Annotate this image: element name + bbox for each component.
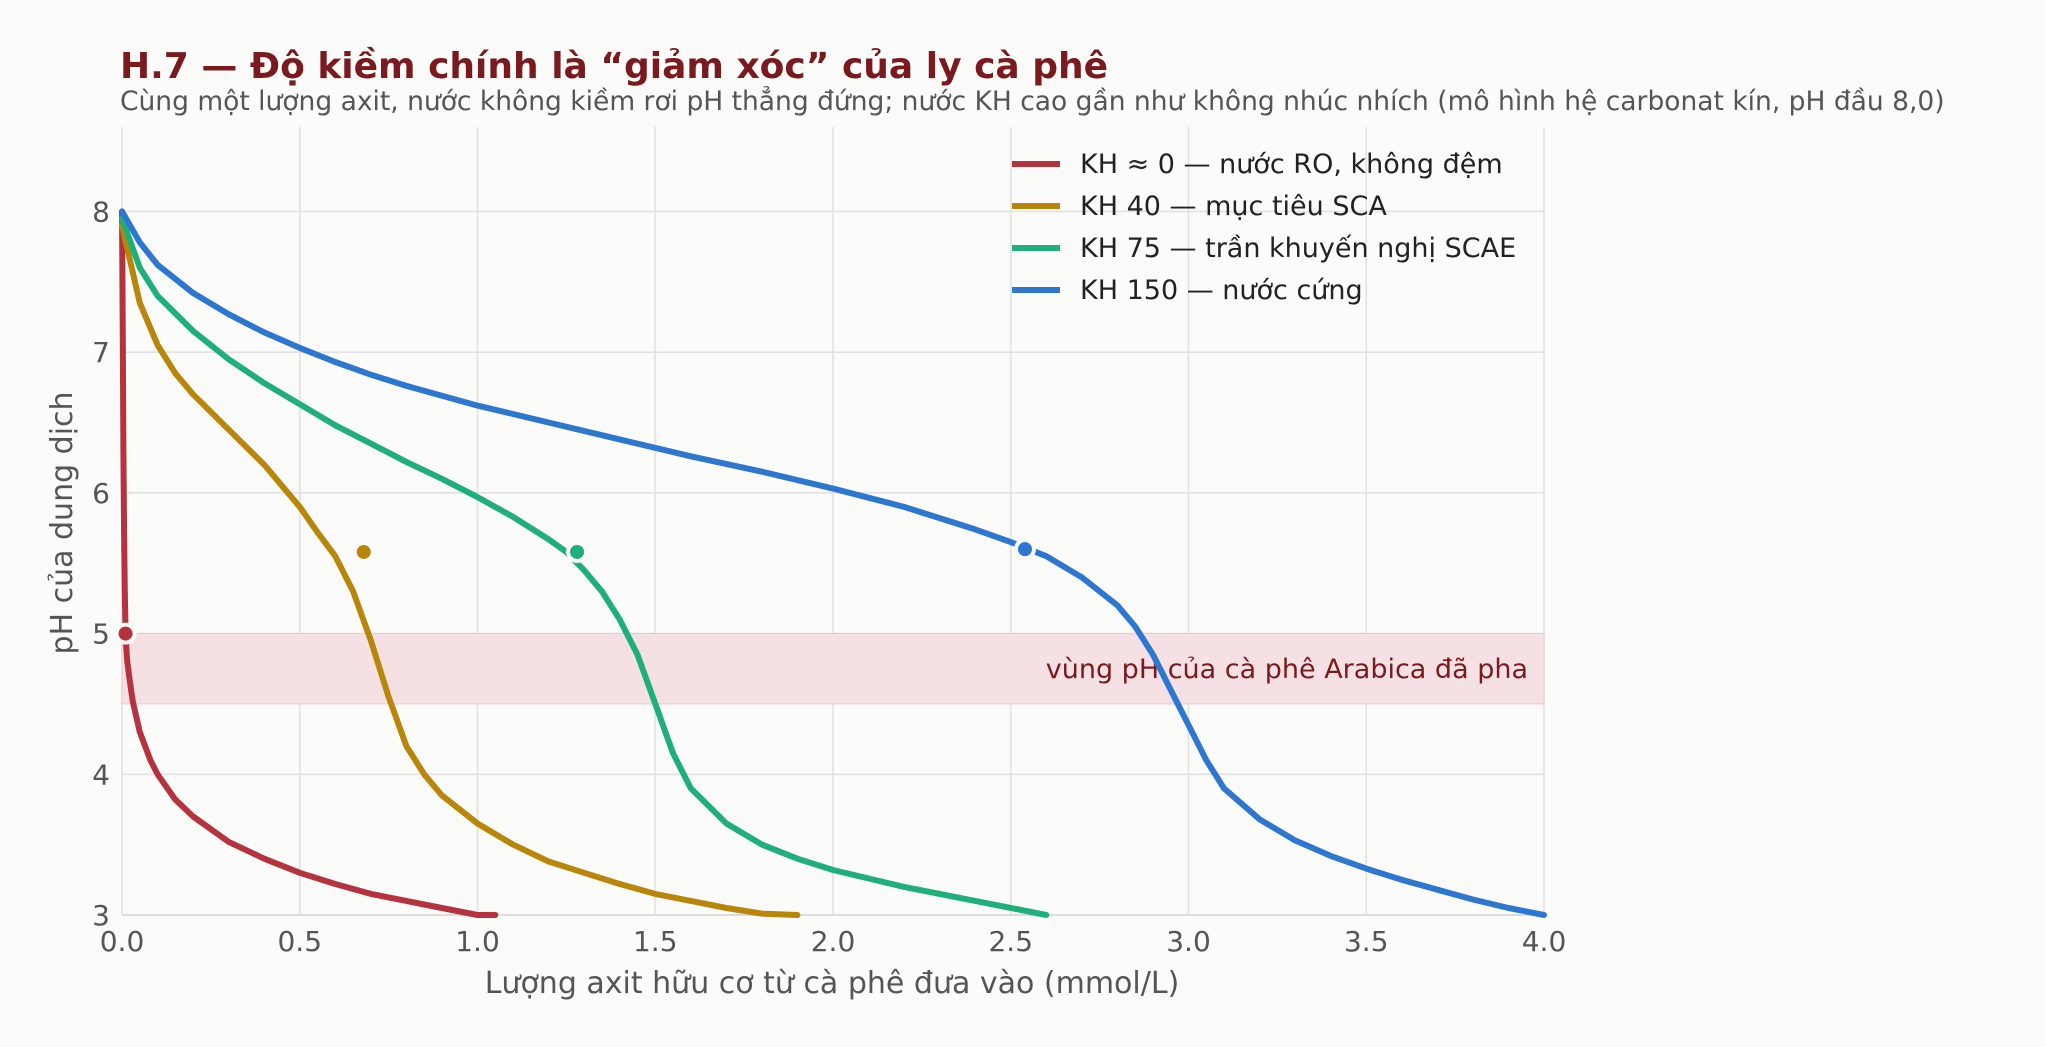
- y-tick-label: 3: [92, 899, 110, 932]
- legend-label-1: KH 40 — mục tiêu SCA: [1080, 191, 1387, 222]
- legend-label-0: KH ≈ 0 — nước RO, không đệm: [1080, 149, 1503, 180]
- x-tick-label: 3.5: [1344, 925, 1389, 958]
- x-tick-label: 0.0: [100, 925, 145, 958]
- series-marker-3: [1017, 542, 1032, 557]
- legend-label-2: KH 75 — trần khuyến nghị SCAE: [1080, 233, 1516, 264]
- x-axis-label: Lượng axit hữu cơ từ cà phê đưa vào (mmo…: [485, 966, 1180, 1001]
- x-tick-label: 0.5: [277, 925, 322, 958]
- series-line-0: [119, 208, 499, 918]
- ph-band-rect: [121, 633, 1545, 705]
- y-tick-label: 5: [92, 618, 110, 651]
- series-line-2: [119, 215, 1050, 918]
- x-tick-label: 1.5: [633, 925, 678, 958]
- series-line-1: [119, 222, 801, 918]
- series-group: [119, 208, 1547, 918]
- marker-group: [114, 538, 1036, 645]
- ph-band-label: vùng pH của cà phê Arabica đã pha: [1046, 654, 1528, 685]
- series-marker-2: [570, 544, 585, 559]
- y-tick-label: 8: [92, 195, 110, 228]
- chart-title: H.7 — Độ kiềm chính là “giảm xóc” của ly…: [120, 46, 1108, 87]
- x-tick-label: 2.0: [811, 925, 856, 958]
- x-tick-label: 2.5: [988, 925, 1033, 958]
- legend: KH ≈ 0 — nước RO, không đệm KH 40 — mục t…: [1012, 149, 1516, 306]
- series-marker-0: [118, 626, 133, 641]
- axes: 0.0 0.5 1.0 1.5 2.0 2.5 3.0 3.5 4.0 3 4 5 6 7 8: [92, 195, 1566, 958]
- y-tick-label: 7: [92, 336, 110, 369]
- series-marker-1: [356, 544, 371, 559]
- chart-subtitle: Cùng một lượng axit, nước không kiềm rơi…: [120, 85, 1945, 117]
- ph-band: vùng pH của cà phê Arabica đã pha: [121, 633, 1545, 705]
- series-line-3: [119, 208, 1547, 918]
- y-tick-label: 6: [92, 477, 110, 510]
- x-tick-label: 1.0: [455, 925, 500, 958]
- y-tick-label: 4: [92, 758, 110, 791]
- legend-label-3: KH 150 — nước cứng: [1080, 275, 1363, 306]
- x-tick-label: 4.0: [1522, 925, 1567, 958]
- y-axis-label: pH của dung dịch: [45, 391, 80, 654]
- x-tick-label: 3.0: [1166, 925, 1211, 958]
